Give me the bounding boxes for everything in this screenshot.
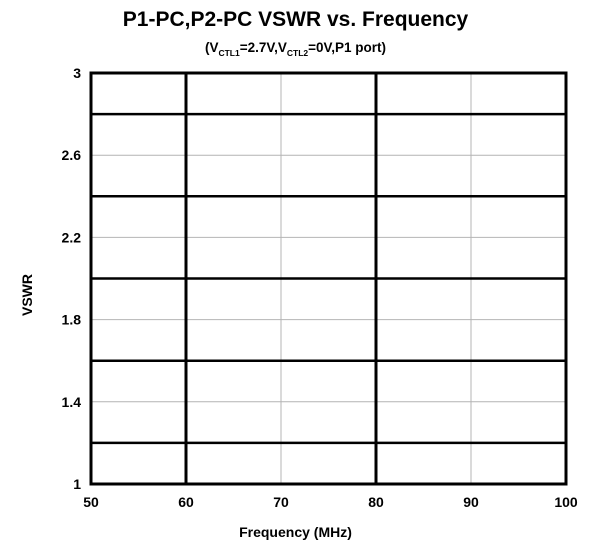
plot-frame <box>89 71 568 486</box>
y-tick-label: 2.2 <box>62 229 82 245</box>
x-tick-label: 100 <box>554 494 578 510</box>
subtitle-rest: =0V,P1 port) <box>308 40 387 55</box>
chart-title: P1-PC,P2-PC VSWR vs. Frequency <box>122 8 469 31</box>
y-tick-label: 3 <box>73 65 81 81</box>
x-axis-label: Frequency (MHz) <box>239 524 352 540</box>
chart-subtitle: (VCTL1=2.7V,VCTL2=0V,P1 port) <box>0 40 591 58</box>
y-tick-label: 1.8 <box>62 312 82 328</box>
y-tick-label: 2.6 <box>62 147 82 163</box>
subtitle-open: (V <box>204 40 219 55</box>
subtitle-mid: =2.7V,V <box>239 40 287 55</box>
y-tick-label: 1 <box>73 476 81 492</box>
subtitle-sub-ctl1: CTL1 <box>218 48 240 58</box>
x-tick-label: 60 <box>178 494 194 510</box>
subtitle-sub-ctl2: CTL2 <box>286 48 309 58</box>
x-tick-label: 70 <box>273 494 289 510</box>
x-tick-label: 90 <box>463 494 479 510</box>
y-axis-label: VSWR <box>19 274 35 316</box>
y-tick-label: 1.4 <box>62 394 82 410</box>
x-tick-label: 50 <box>83 494 99 510</box>
x-tick-label: 80 <box>368 494 384 510</box>
